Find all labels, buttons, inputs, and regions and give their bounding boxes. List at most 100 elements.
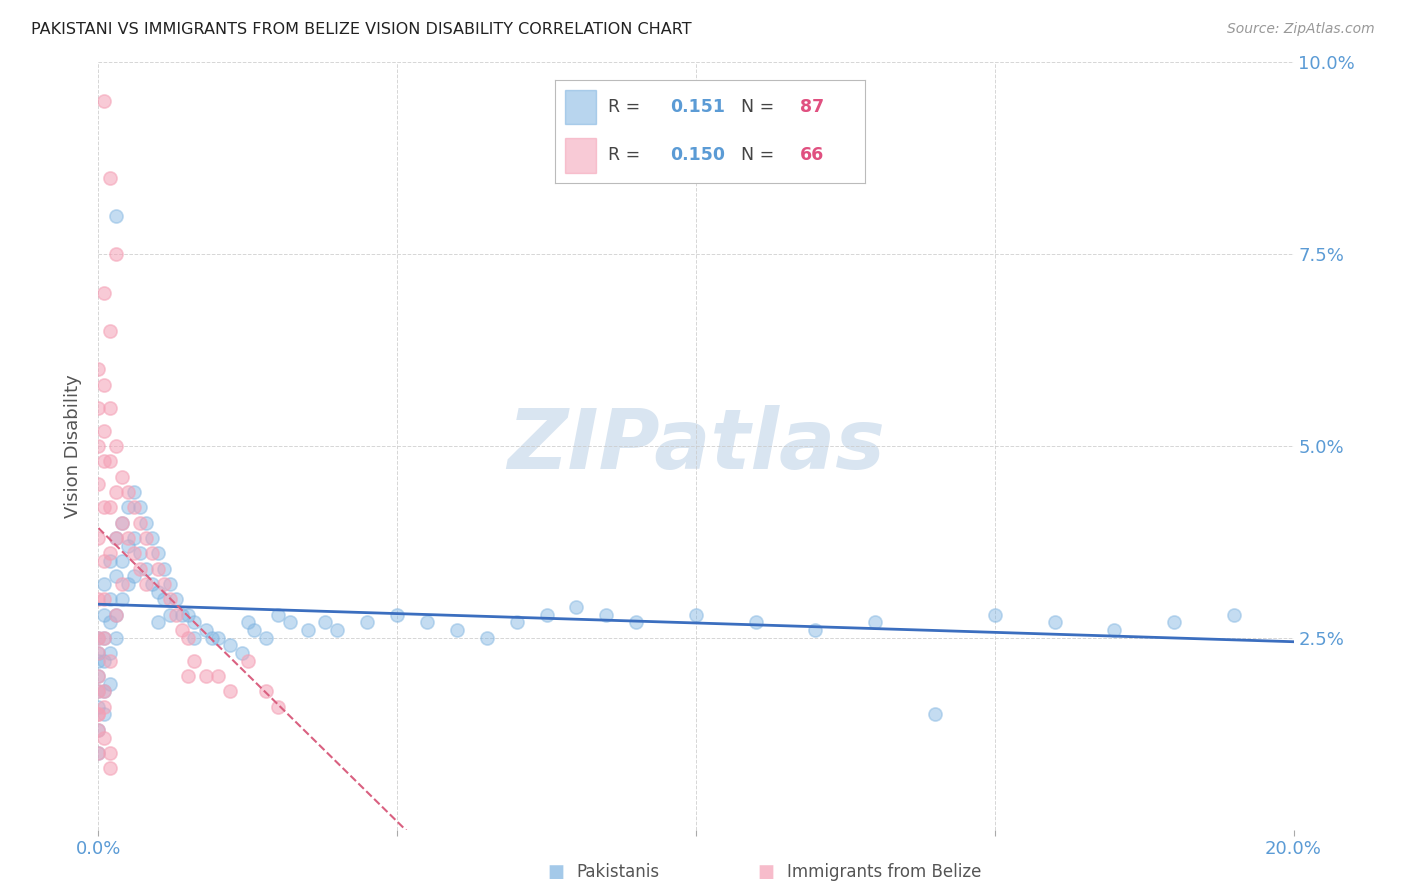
Point — [172, 623, 194, 637]
Point — [93, 654, 115, 668]
Text: R =: R = — [607, 98, 645, 116]
Point — [153, 577, 176, 591]
Point — [93, 631, 115, 645]
Point — [124, 531, 146, 545]
Point — [93, 424, 115, 438]
Point — [87, 631, 110, 645]
Text: N =: N = — [741, 146, 780, 164]
Point — [111, 592, 134, 607]
Point — [207, 631, 229, 645]
Point — [93, 592, 115, 607]
Text: Source: ZipAtlas.com: Source: ZipAtlas.com — [1227, 22, 1375, 37]
Point — [129, 562, 152, 576]
Text: R =: R = — [607, 146, 645, 164]
Point — [148, 546, 170, 560]
Text: 66: 66 — [800, 146, 824, 164]
Point — [183, 631, 205, 645]
Point — [141, 531, 163, 545]
Point — [87, 654, 110, 668]
Point — [98, 170, 122, 185]
Point — [124, 485, 146, 500]
Point — [93, 454, 115, 468]
Point — [87, 723, 110, 737]
Point — [93, 607, 115, 622]
Point — [105, 631, 128, 645]
Point — [93, 285, 115, 300]
Point — [98, 677, 122, 691]
Text: Immigrants from Belize: Immigrants from Belize — [787, 863, 981, 881]
Point — [98, 324, 122, 338]
Point — [87, 531, 110, 545]
Point — [105, 439, 128, 453]
Text: 0.151: 0.151 — [669, 98, 725, 116]
Point — [98, 401, 122, 415]
Point — [87, 684, 110, 698]
Point — [183, 615, 205, 630]
Point — [98, 554, 122, 568]
Point — [87, 592, 110, 607]
Point — [93, 699, 115, 714]
Point — [172, 607, 194, 622]
Point — [87, 646, 110, 660]
Point — [326, 623, 349, 637]
Point — [356, 615, 378, 630]
Point — [105, 531, 128, 545]
Point — [177, 607, 200, 622]
Point — [111, 516, 134, 530]
Point — [141, 577, 163, 591]
Point — [416, 615, 439, 630]
Point — [98, 546, 122, 560]
Point — [105, 607, 128, 622]
Point — [124, 546, 146, 560]
Bar — [565, 89, 596, 124]
Point — [87, 669, 110, 683]
Point — [93, 684, 115, 698]
Point — [254, 684, 277, 698]
Point — [87, 684, 110, 698]
Text: ZIPatlas: ZIPatlas — [508, 406, 884, 486]
Point — [177, 669, 200, 683]
Point — [124, 500, 146, 515]
Text: ■: ■ — [758, 863, 775, 881]
Text: 0.150: 0.150 — [669, 146, 725, 164]
Point — [111, 516, 134, 530]
Point — [98, 746, 122, 760]
Point — [93, 500, 115, 515]
Point — [129, 516, 152, 530]
Point — [93, 377, 115, 392]
Point — [98, 654, 122, 668]
Point — [141, 546, 163, 560]
Y-axis label: Vision Disability: Vision Disability — [65, 374, 83, 518]
Point — [278, 615, 301, 630]
Point — [1043, 615, 1066, 630]
Point — [93, 684, 115, 698]
Point — [865, 615, 887, 630]
Point — [87, 699, 110, 714]
Point — [117, 485, 139, 500]
Point — [93, 707, 115, 722]
Point — [117, 500, 139, 515]
Point — [626, 615, 648, 630]
Point — [153, 562, 176, 576]
Point — [984, 607, 1007, 622]
Point — [148, 562, 170, 576]
Point — [87, 707, 110, 722]
Point — [87, 362, 110, 376]
Point — [105, 569, 128, 583]
Point — [924, 707, 946, 722]
Point — [117, 539, 139, 553]
Point — [93, 554, 115, 568]
Point — [536, 607, 558, 622]
Point — [165, 592, 187, 607]
Point — [117, 531, 139, 545]
Point — [219, 684, 242, 698]
Point — [93, 731, 115, 745]
Point — [135, 562, 157, 576]
Point — [177, 631, 200, 645]
Point — [297, 623, 319, 637]
Point — [207, 669, 229, 683]
Point — [159, 577, 181, 591]
Point — [135, 516, 157, 530]
Point — [93, 631, 115, 645]
Point — [105, 209, 128, 223]
